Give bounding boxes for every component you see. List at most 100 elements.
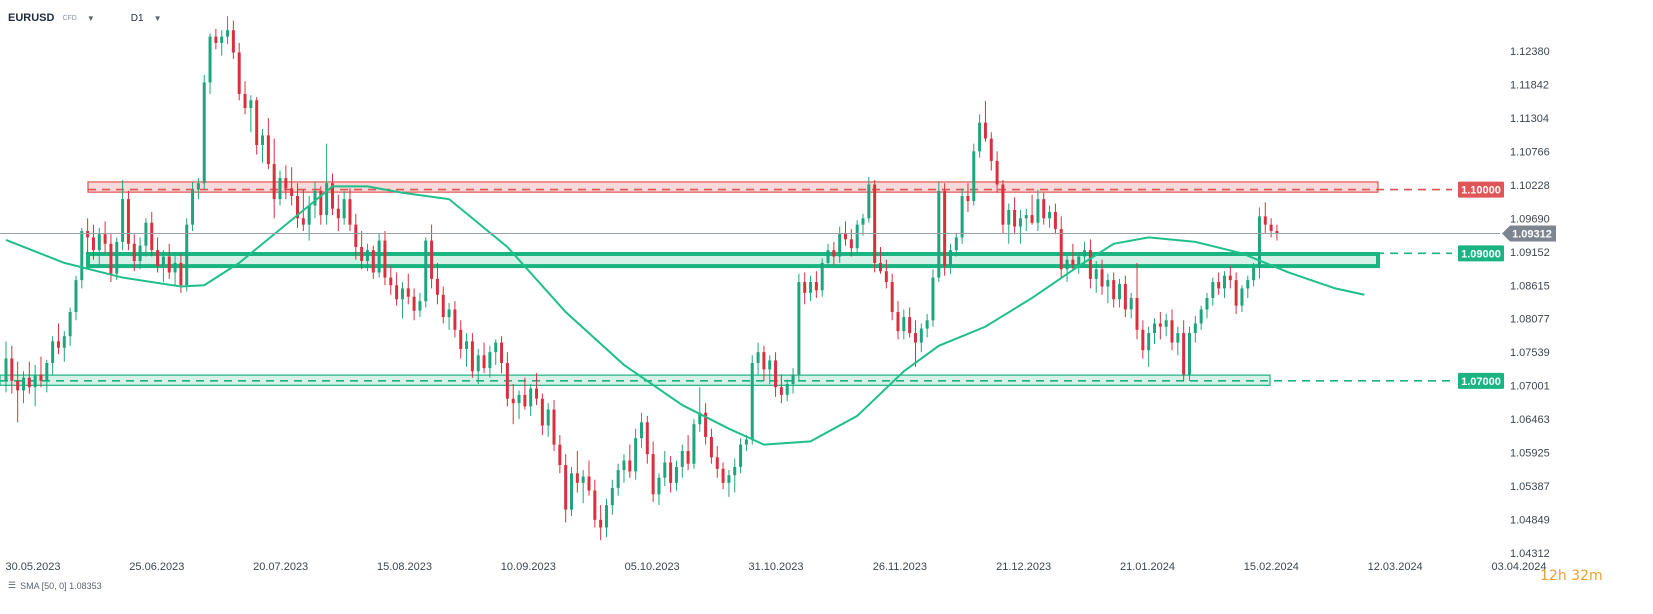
- candle-body: [1252, 267, 1256, 281]
- candle-body: [1065, 259, 1069, 270]
- candle-body: [517, 394, 521, 404]
- candle-body: [1234, 280, 1238, 306]
- candle-body: [1007, 209, 1011, 225]
- candle-body: [21, 377, 25, 391]
- x-tick-label: 21.12.2023: [996, 561, 1051, 573]
- candle-body: [558, 444, 562, 466]
- y-tick-label: 1.10228: [1510, 180, 1550, 192]
- candle-body: [546, 409, 550, 426]
- countdown-hours: 12: [1540, 568, 1558, 584]
- x-tick-label: 21.01.2024: [1120, 561, 1175, 573]
- candle-body: [791, 374, 795, 385]
- candle-body: [406, 288, 410, 297]
- candle-body: [1088, 250, 1092, 279]
- candle-body: [639, 422, 643, 439]
- candle-body: [919, 328, 923, 343]
- candle-body: [68, 311, 72, 337]
- candle-body: [360, 246, 364, 261]
- candle-body: [214, 36, 218, 43]
- candle-body: [307, 205, 311, 225]
- candle-body: [39, 374, 43, 381]
- candle-body: [290, 188, 294, 196]
- candle-body: [674, 466, 678, 483]
- candle-body: [832, 250, 836, 257]
- candle-body: [1030, 215, 1034, 223]
- candle-body: [663, 462, 667, 478]
- candle-body: [978, 122, 982, 152]
- candle-body: [266, 135, 270, 165]
- candle-body: [983, 122, 987, 139]
- timeframe-select[interactable]: D1: [130, 12, 144, 24]
- candle-body: [552, 409, 556, 445]
- candle-body: [1222, 275, 1226, 289]
- candle-body: [809, 282, 813, 293]
- candle-body: [610, 487, 614, 506]
- candle-body: [319, 190, 323, 216]
- candle-body: [173, 262, 177, 273]
- candle-body: [296, 195, 299, 219]
- candle-body: [1217, 282, 1221, 289]
- candle-body: [1036, 199, 1040, 223]
- candle-body: [220, 36, 224, 43]
- candle-body: [74, 280, 78, 312]
- candle-body: [1129, 297, 1133, 310]
- candle-body: [1275, 231, 1279, 234]
- candle-body: [1013, 209, 1017, 227]
- symbol-dropdown-icon[interactable]: ▼: [86, 13, 95, 23]
- candle-body: [313, 190, 317, 206]
- indicator-list-icon[interactable]: ☰: [8, 580, 17, 590]
- candle-body: [10, 358, 14, 381]
- candle-body: [704, 412, 708, 437]
- candle-body: [191, 189, 195, 225]
- candle-body: [138, 245, 142, 261]
- level-price-tag: [1458, 372, 1504, 389]
- x-tick-label: 05.10.2023: [625, 561, 680, 573]
- candle-body: [1193, 323, 1197, 334]
- x-tick-label: 31.10.2023: [748, 561, 803, 573]
- candle-body: [1094, 269, 1098, 279]
- y-tick-label: 1.09690: [1510, 213, 1550, 225]
- candle-body: [838, 232, 842, 257]
- y-tick-label: 1.12380: [1510, 46, 1550, 58]
- candle-body: [231, 30, 235, 53]
- candle-body: [908, 317, 912, 334]
- candle-body: [255, 100, 259, 145]
- candle-body: [913, 333, 917, 343]
- candle-body: [1263, 216, 1267, 225]
- candle-body: [692, 424, 696, 464]
- candle-body: [389, 277, 393, 286]
- candle-body: [1024, 215, 1028, 219]
- candle-body: [1135, 297, 1139, 330]
- y-tick-label: 1.08077: [1510, 314, 1550, 326]
- candle-body: [237, 52, 241, 94]
- candle-body: [779, 387, 783, 395]
- support-zone: [86, 251, 1380, 269]
- y-tick-label: 1.04312: [1510, 548, 1550, 560]
- candle-body: [861, 218, 865, 225]
- candle-body: [1182, 333, 1186, 375]
- candle-body: [1018, 218, 1022, 227]
- candle-body: [435, 278, 439, 295]
- candle-body: [226, 30, 230, 37]
- countdown-minutes-unit: m: [1588, 568, 1603, 584]
- x-tick-label: 03.04.2024: [1491, 561, 1546, 573]
- symbol-toolbar: EURUSD CFD ▼ D1 ▼: [8, 10, 161, 26]
- timeframe-dropdown-icon[interactable]: ▼: [153, 13, 162, 23]
- candle-body: [1147, 333, 1151, 351]
- candle-body: [1187, 333, 1191, 375]
- candle-body: [494, 342, 498, 353]
- x-tick-label: 12.03.2024: [1368, 561, 1423, 573]
- candle-body: [925, 320, 929, 329]
- candle-body: [1257, 216, 1261, 268]
- x-tick-label: 25.06.2023: [129, 561, 184, 573]
- candle-body: [814, 282, 818, 291]
- candle-body: [820, 262, 824, 291]
- candle-body: [750, 362, 754, 440]
- candle-body: [185, 224, 189, 286]
- candle-body: [943, 190, 947, 267]
- candle-body: [348, 199, 352, 225]
- candle-body: [1211, 282, 1215, 298]
- candle-body: [931, 277, 935, 321]
- symbol-name[interactable]: EURUSD: [8, 12, 55, 24]
